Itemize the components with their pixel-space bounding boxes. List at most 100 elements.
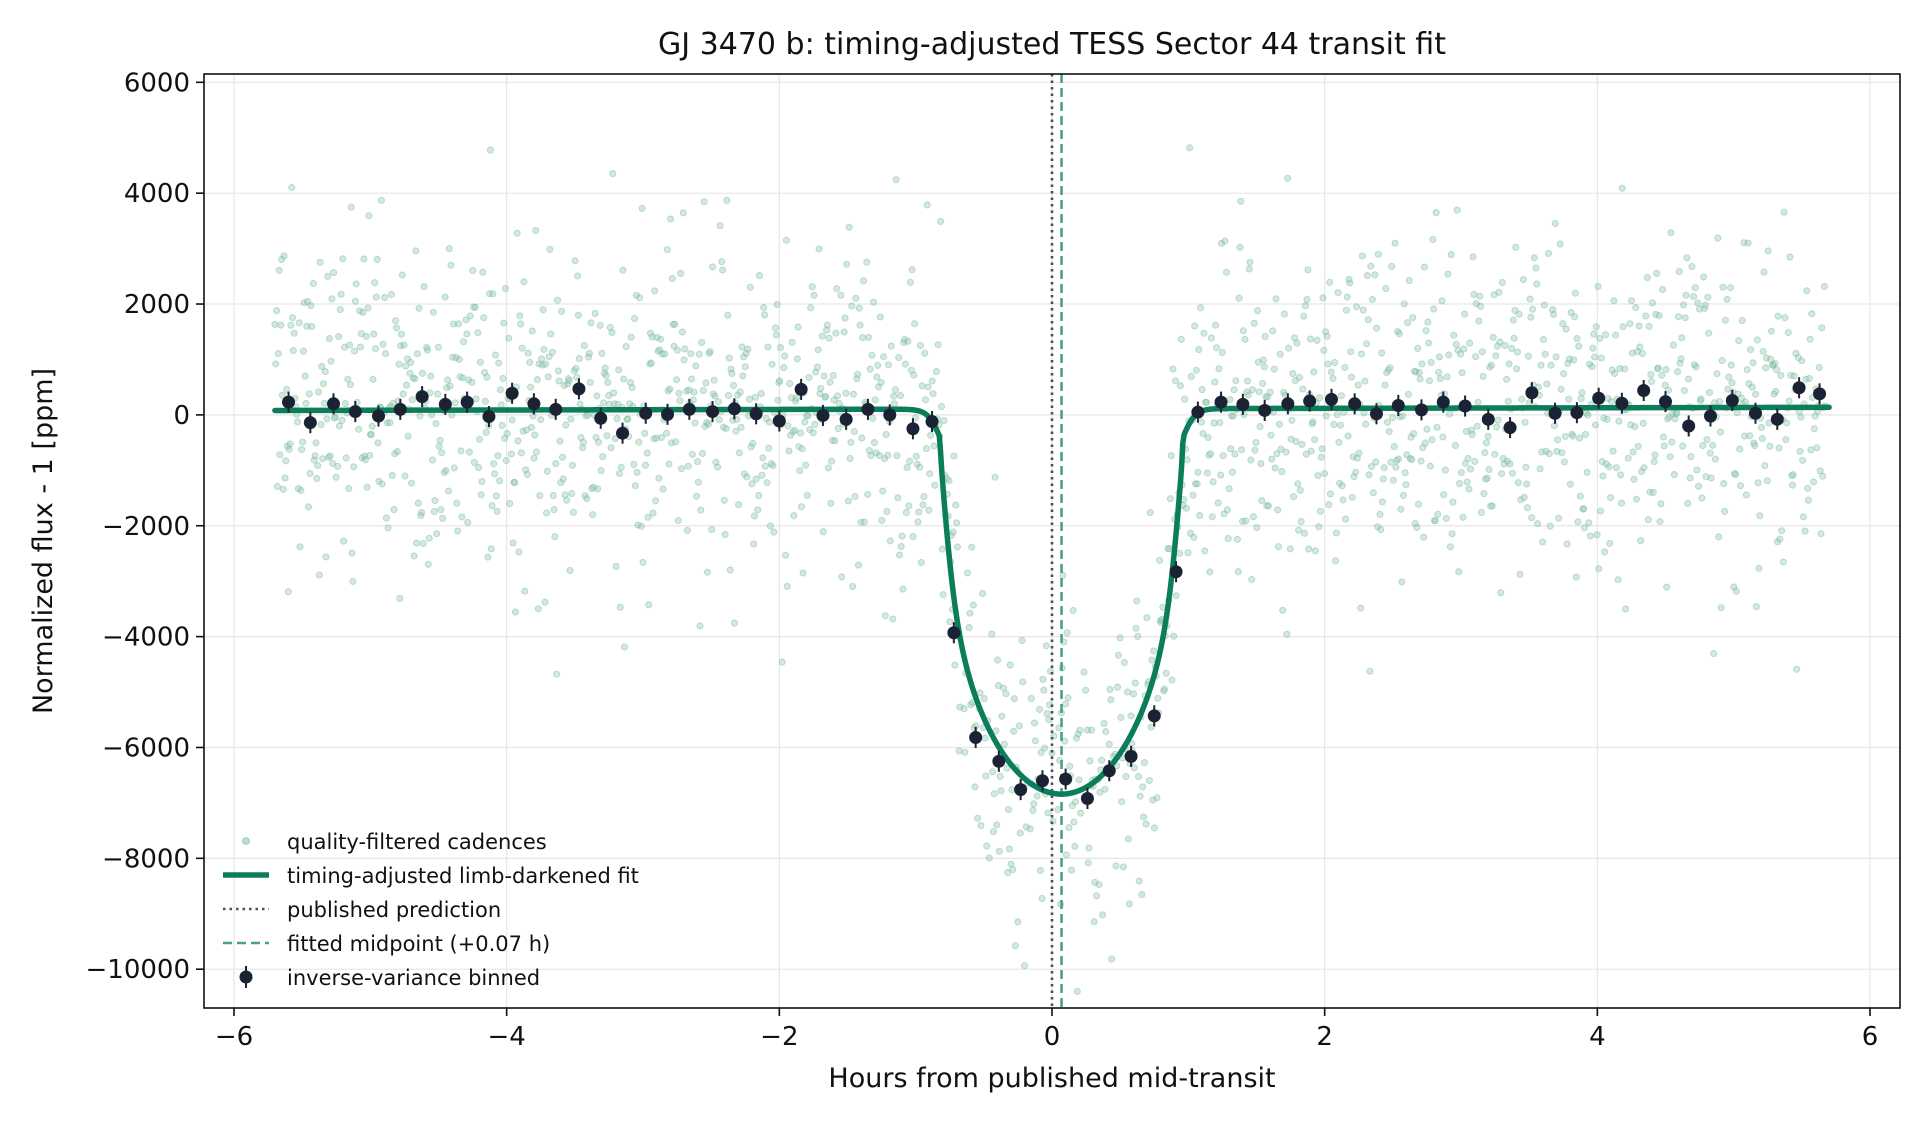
cadence-point <box>1783 419 1791 427</box>
cadence-point <box>568 461 577 469</box>
cadence-point <box>1578 389 1586 397</box>
cadence-point <box>327 357 335 365</box>
cadence-point <box>754 506 762 514</box>
cadence-point <box>1311 436 1319 444</box>
cadence-point <box>580 342 588 350</box>
binned-point <box>438 397 452 411</box>
cadence-point <box>698 338 706 347</box>
cadence-point <box>1440 491 1448 499</box>
cadence-point <box>1410 367 1418 375</box>
cadence-point <box>1490 291 1498 299</box>
cadence-point <box>370 330 378 338</box>
cadence-point <box>485 290 494 298</box>
cadence-point <box>553 296 562 304</box>
cadence-point <box>736 388 744 396</box>
y-tick-label: 0 <box>173 401 190 431</box>
cadence-point <box>436 436 444 444</box>
cadence-point <box>1518 395 1526 403</box>
cadence-point <box>1010 727 1018 735</box>
binned-point <box>1059 772 1073 786</box>
cadence-point <box>1139 813 1148 821</box>
cadence-point <box>991 473 999 481</box>
binned-point <box>505 386 519 400</box>
cadence-point <box>523 470 531 478</box>
cadence-point <box>1036 705 1044 713</box>
cadence-point <box>1751 442 1759 450</box>
cadence-point <box>1736 482 1745 490</box>
cadence-point <box>1559 320 1567 328</box>
cadence-point <box>294 485 302 493</box>
cadence-point <box>1658 371 1666 379</box>
cadence-point <box>1425 339 1433 347</box>
cadence-point <box>1004 869 1012 877</box>
cadence-point <box>272 360 280 368</box>
cadence-point <box>365 212 373 220</box>
cadence-point <box>527 423 536 432</box>
cadence-point <box>1820 282 1828 290</box>
cadence-point <box>1285 344 1293 352</box>
cadence-point <box>1492 423 1501 431</box>
cadence-point <box>1365 471 1373 479</box>
cadence-point <box>1061 737 1069 745</box>
cadence-point <box>1036 866 1044 874</box>
cadence-point <box>401 472 409 480</box>
cadence-point <box>1817 530 1825 538</box>
cadence-point <box>1656 518 1664 526</box>
cadence-point <box>921 349 929 357</box>
cadence-point <box>538 361 546 369</box>
cadence-point <box>1224 535 1232 543</box>
cadence-point <box>1290 493 1298 501</box>
cadence-point <box>1663 583 1671 591</box>
cadence-point <box>524 349 532 357</box>
cadence-point <box>1425 377 1433 385</box>
cadence-point <box>887 342 895 350</box>
cadence-point <box>870 439 878 447</box>
cadence-point <box>1378 498 1387 506</box>
cadence-point <box>1647 370 1655 379</box>
cadence-point <box>1467 426 1475 434</box>
cadence-point <box>1523 480 1531 488</box>
cadence-point <box>1558 449 1566 457</box>
binned-point <box>1682 419 1696 433</box>
cadence-point <box>1501 341 1509 349</box>
cadence-point <box>1316 394 1324 402</box>
cadence-point <box>1222 268 1231 276</box>
cadence-point <box>807 304 815 312</box>
cadence-point <box>1338 482 1346 490</box>
cadence-point <box>1384 366 1392 374</box>
cadence-point <box>845 223 853 231</box>
cadence-point <box>1399 412 1407 420</box>
cadence-point <box>1368 295 1376 304</box>
cadence-point <box>1065 824 1073 832</box>
cadence-point <box>543 509 551 517</box>
cadence-point <box>901 336 909 344</box>
cadence-point <box>1453 206 1461 214</box>
cadence-point <box>1393 456 1401 464</box>
cadence-point <box>1461 459 1470 467</box>
binned-point <box>616 426 630 440</box>
cadence-point <box>1234 568 1242 576</box>
cadence-point <box>865 446 873 455</box>
cadence-point <box>1700 273 1708 281</box>
cadence-point <box>1445 351 1453 359</box>
binned-point <box>969 731 983 745</box>
cadence-point <box>846 454 854 463</box>
cadence-point <box>1334 288 1342 297</box>
cadence-point <box>624 415 632 423</box>
cadence-point <box>653 333 661 342</box>
legend-label-fit: timing-adjusted limb-darkened fit <box>287 864 639 888</box>
cadence-point <box>1553 447 1561 455</box>
cadence-point <box>1591 421 1600 429</box>
cadence-point <box>1295 526 1303 534</box>
cadence-point <box>1807 446 1815 454</box>
cadence-point <box>584 353 593 361</box>
cadence-point <box>1766 442 1774 450</box>
cadence-point <box>1074 730 1082 738</box>
cadence-point <box>1774 312 1782 320</box>
cadence-point <box>1030 800 1038 808</box>
cadence-point <box>1228 412 1236 420</box>
cadence-point <box>849 390 857 398</box>
cadence-point <box>1372 458 1380 466</box>
cadence-point <box>765 444 773 452</box>
cadence-point <box>513 229 521 237</box>
